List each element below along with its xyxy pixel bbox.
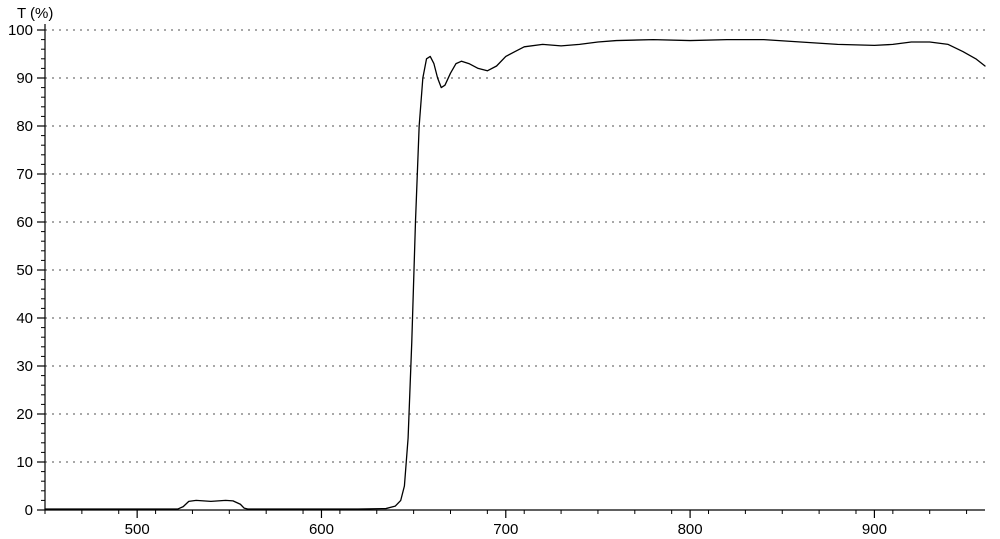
y-tick-label: 60 xyxy=(16,214,33,231)
x-tick-label: 500 xyxy=(125,521,150,538)
x-tick-label: 600 xyxy=(309,521,334,538)
y-tick-label: 40 xyxy=(16,310,33,327)
y-tick-label: 10 xyxy=(16,454,33,471)
x-tick-label: 900 xyxy=(862,521,887,538)
x-tick-label: 700 xyxy=(493,521,518,538)
y-tick-label: 100 xyxy=(8,22,33,39)
y-tick-label: 30 xyxy=(16,358,33,375)
y-tick-label: 20 xyxy=(16,406,33,423)
y-tick-label: 70 xyxy=(16,166,33,183)
x-tick-label: 800 xyxy=(678,521,703,538)
y-axis-label: T (%) xyxy=(17,5,53,22)
y-tick-label: 90 xyxy=(16,70,33,87)
y-tick-label: 0 xyxy=(25,502,33,519)
y-tick-label: 80 xyxy=(16,118,33,135)
transmission-chart: 0 10 20 30 40 50 60 70 80 90 100 500 600 700 800 900 T (… xyxy=(0,0,1000,539)
y-tick-label: 50 xyxy=(16,262,33,279)
